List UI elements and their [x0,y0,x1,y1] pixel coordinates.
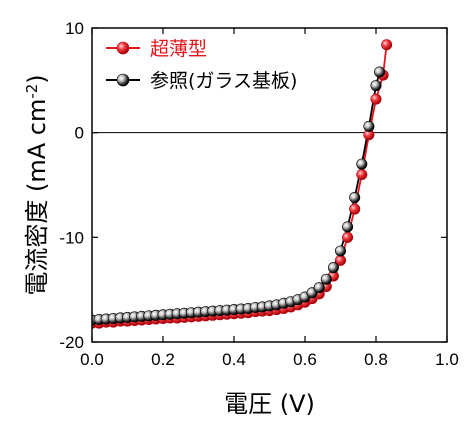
plot-frame [91,27,448,343]
legend: 超薄型 参照(ガラス基板) [106,38,297,92]
x-axis-title: 電圧 (V) [224,390,315,418]
legend-item-reference: 参照(ガラス基板) [106,70,297,92]
legend-label-reference: 参照(ガラス基板) [150,70,297,92]
data-point-ultrathin [356,169,368,181]
data-point-reference [370,80,382,92]
data-point-reference [374,66,386,78]
y-tick-label: -10 [59,228,84,247]
data-point-reference [342,221,354,233]
data-point-reference [334,245,346,257]
x-tick-label: 1.0 [435,350,459,369]
x-tick-label: 0.0 [80,350,104,369]
data-point-ultrathin [349,203,361,215]
data-point-reference [320,273,332,285]
data-point-reference [349,192,361,204]
x-tick-label: 0.6 [293,350,317,369]
x-tick-label: 0.4 [222,350,246,369]
x-tick-label: 0.2 [151,350,175,369]
y-tick-label: 0 [75,124,84,143]
data-point-ultrathin [381,39,393,51]
y-axis-title-sup: -2 [23,84,41,99]
y-tick-label: 10 [65,19,84,38]
legend-marker-ultrathin [116,41,130,55]
x-tick-label: 0.8 [364,350,388,369]
axis-ticks: 0.0 0.2 0.4 0.6 0.8 1.0 -20 -10 0 10 [59,19,458,369]
data-point-ultrathin [370,93,382,105]
legend-label-ultrathin: 超薄型 [150,38,207,60]
data-point-reference [313,282,325,294]
y-axis-title-end: ) [23,74,51,83]
data-point-reference [363,120,375,132]
y-axis-title-main: 電流密度 (mA cm [23,99,51,296]
y-tick-label: -20 [59,333,84,352]
legend-item-ultrathin: 超薄型 [106,38,207,60]
data-point-ultrathin [342,231,354,243]
data-point-reference [327,262,339,274]
plot-area [92,39,447,329]
legend-marker-reference [116,73,130,87]
data-point-reference [356,158,368,170]
series-line-reference [92,71,381,321]
y-axis-title: 電流密度 (mA cm-2) [23,74,51,295]
